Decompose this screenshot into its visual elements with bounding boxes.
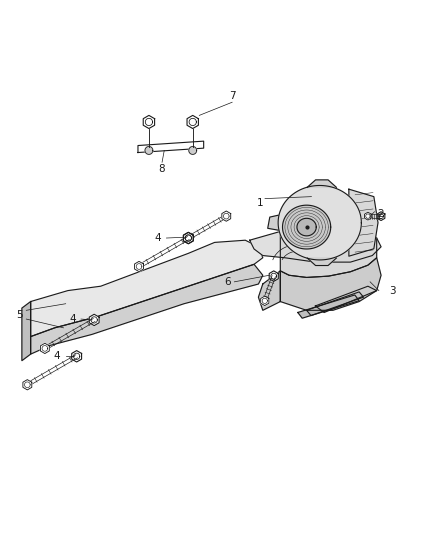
Polygon shape — [280, 223, 377, 278]
Polygon shape — [258, 258, 381, 310]
Polygon shape — [268, 215, 278, 230]
Polygon shape — [278, 185, 361, 260]
Polygon shape — [22, 302, 31, 361]
Polygon shape — [31, 264, 263, 354]
Polygon shape — [307, 180, 336, 187]
Polygon shape — [222, 211, 231, 221]
Text: 4: 4 — [69, 314, 76, 324]
Polygon shape — [297, 219, 316, 236]
Polygon shape — [23, 379, 32, 390]
Text: 4: 4 — [53, 351, 60, 361]
Text: 2: 2 — [378, 209, 385, 219]
Polygon shape — [89, 314, 99, 326]
Polygon shape — [283, 205, 331, 249]
Polygon shape — [377, 212, 385, 221]
Polygon shape — [349, 189, 378, 256]
Polygon shape — [298, 295, 359, 318]
Polygon shape — [184, 232, 193, 244]
Polygon shape — [134, 261, 144, 272]
Polygon shape — [269, 271, 278, 281]
Text: 5: 5 — [16, 310, 23, 320]
Polygon shape — [138, 141, 204, 152]
Text: 3: 3 — [389, 286, 396, 296]
Polygon shape — [72, 351, 81, 362]
Polygon shape — [145, 147, 153, 155]
Text: 6: 6 — [224, 277, 231, 287]
Polygon shape — [261, 296, 269, 305]
Polygon shape — [307, 292, 364, 316]
Polygon shape — [315, 286, 377, 312]
Polygon shape — [187, 115, 198, 128]
Polygon shape — [307, 258, 336, 265]
Polygon shape — [143, 115, 155, 128]
Text: 7: 7 — [229, 91, 236, 101]
Polygon shape — [40, 343, 49, 353]
Polygon shape — [250, 223, 381, 262]
Text: 1: 1 — [257, 198, 264, 208]
Polygon shape — [364, 212, 371, 220]
Text: 8: 8 — [159, 164, 166, 174]
Text: 4: 4 — [154, 233, 161, 243]
Polygon shape — [189, 147, 197, 155]
Polygon shape — [31, 240, 263, 336]
Polygon shape — [184, 232, 193, 244]
